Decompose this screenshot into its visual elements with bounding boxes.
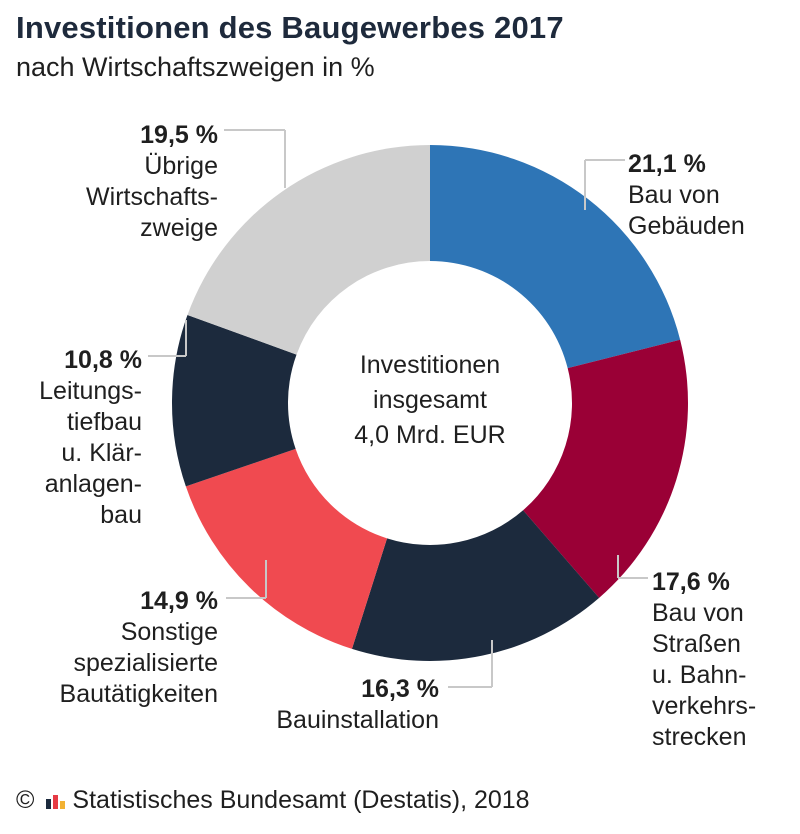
footer-source: Statistisches Bundesamt (Destatis), 2018 [72,786,530,814]
center-label-line: Investitionen [360,351,500,379]
donut-slice-2 [523,339,689,598]
slice-category-label-1: Gebäuden [628,212,745,240]
slice-category-label-6: Wirtschafts- [86,183,218,211]
slice-category-label-4: Sonstige [121,618,218,646]
chart-subtitle: nach Wirtschaftszweigen in % [16,52,375,82]
slice-category-label-2: Straßen [652,630,741,658]
destatis-logo-icon [44,790,70,812]
slice-value-label-5: 10,8 % [64,346,142,374]
slice-category-label-4: Bautätigkeiten [60,680,218,708]
slice-value-label-4: 14,9 % [140,587,218,615]
slice-category-label-6: zweige [140,214,218,242]
center-label-line: 4,0 Mrd. EUR [354,421,505,449]
slice-category-label-2: Bau von [652,599,744,627]
slice-value-label-6: 19,5 % [140,121,218,149]
slice-category-label-3: Bauinstallation [276,706,439,734]
center-label-line: insgesamt [373,386,487,414]
slice-category-label-5: bau [100,501,142,529]
slice-category-label-5: tiefbau [67,408,142,436]
slice-category-label-5: u. Klär- [61,439,142,467]
slice-category-label-5: Leitungs- [39,377,142,405]
footer: © Statistisches Bundesamt (Destatis), 20… [16,786,530,815]
slice-category-label-2: strecken [652,723,746,751]
donut-slice-4 [185,448,388,649]
copyright-symbol: © [16,786,35,814]
donut-slice-3 [351,510,600,661]
slice-category-label-1: Bau von [628,181,720,209]
slice-category-label-4: spezialisierte [73,649,218,677]
slice-category-label-6: Übrige [144,152,218,180]
slice-value-label-1: 21,1 % [628,150,706,178]
chart-title: Investitionen des Baugewerbes 2017 [16,10,564,45]
donut-slice-5 [172,315,297,487]
donut-slice-6 [187,145,430,355]
slice-category-label-5: anlagen- [45,470,142,498]
slice-value-label-3: 16,3 % [361,675,439,703]
donut-slice-1 [430,145,681,369]
slice-category-label-2: verkehrs- [652,692,756,720]
slice-category-label-2: u. Bahn- [652,661,747,689]
slice-value-label-2: 17,6 % [652,568,730,596]
